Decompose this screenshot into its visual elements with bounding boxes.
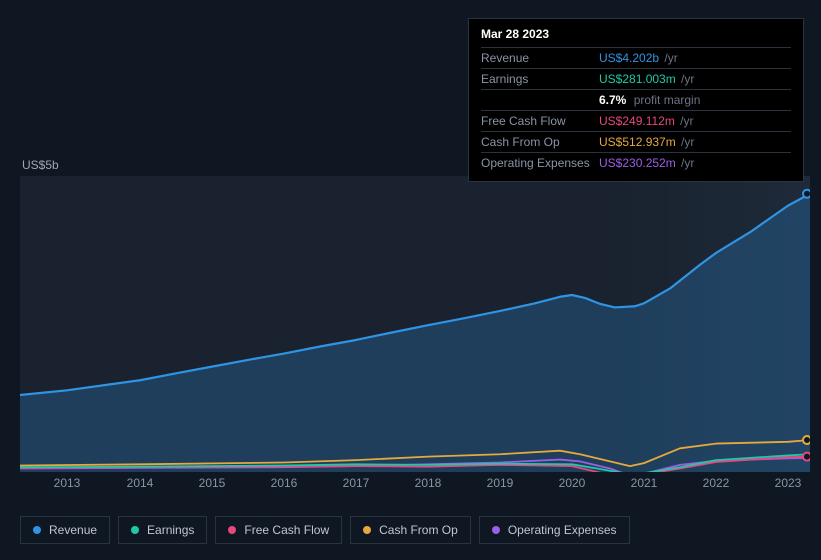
legend-item[interactable]: Earnings: [118, 516, 207, 544]
legend-dot-icon: [492, 526, 500, 534]
legend: Revenue Earnings Free Cash Flow Cash From O…: [20, 516, 630, 544]
series-end-marker: [803, 453, 810, 461]
legend-label: Earnings: [147, 523, 194, 537]
x-axis-tick: 2016: [271, 476, 298, 490]
x-axis-tick: 2014: [127, 476, 154, 490]
chart-tooltip: Mar 28 2023 RevenueUS$4.202b /yrEarnings…: [468, 18, 804, 182]
legend-item[interactable]: Operating Expenses: [479, 516, 630, 544]
x-axis-tick: 2013: [54, 476, 81, 490]
tooltip-row: EarningsUS$281.003m /yr: [481, 68, 791, 89]
tooltip-metric-label: Free Cash Flow: [481, 114, 599, 128]
legend-item[interactable]: Free Cash Flow: [215, 516, 342, 544]
x-axis-tick: 2020: [559, 476, 586, 490]
legend-dot-icon: [131, 526, 139, 534]
legend-label: Cash From Op: [379, 523, 458, 537]
legend-dot-icon: [33, 526, 41, 534]
x-axis-tick: 2015: [199, 476, 226, 490]
tooltip-metric-label: Earnings: [481, 72, 599, 86]
chart-plot-area[interactable]: [20, 176, 810, 472]
legend-dot-icon: [228, 526, 236, 534]
legend-label: Operating Expenses: [508, 523, 617, 537]
tooltip-metric-label: Cash From Op: [481, 135, 599, 149]
tooltip-metric-value: US$249.112m /yr: [599, 114, 694, 128]
tooltip-metric-value: US$512.937m /yr: [599, 135, 694, 149]
x-axis: 2013 2014 2015 2016 2017 2018 2019 2020 2021 2022…: [20, 476, 810, 496]
legend-item[interactable]: Revenue: [20, 516, 110, 544]
x-axis-tick: 2023: [775, 476, 802, 490]
tooltip-metric-value: US$4.202b /yr: [599, 51, 678, 65]
tooltip-row: RevenueUS$4.202b /yr: [481, 47, 791, 68]
x-axis-tick: 2017: [343, 476, 370, 490]
legend-item[interactable]: Cash From Op: [350, 516, 471, 544]
x-axis-tick: 2022: [703, 476, 730, 490]
profit-margin-pct: 6.7%: [599, 93, 626, 107]
x-axis-tick: 2018: [415, 476, 442, 490]
chart-svg: [20, 176, 810, 472]
tooltip-metric-label: Revenue: [481, 51, 599, 65]
legend-label: Revenue: [49, 523, 97, 537]
tooltip-metric-value: US$281.003m /yr: [599, 72, 694, 86]
tooltip-profit-margin: 6.7% profit margin: [481, 89, 791, 110]
tooltip-metric-value: US$230.252m /yr: [599, 156, 694, 170]
series-end-marker: [803, 190, 810, 198]
tooltip-date: Mar 28 2023: [481, 27, 791, 41]
x-axis-tick: 2021: [631, 476, 658, 490]
x-axis-tick: 2019: [487, 476, 514, 490]
y-axis-max-label: US$5b: [22, 158, 59, 172]
series-end-marker: [803, 436, 810, 444]
tooltip-row: Operating ExpensesUS$230.252m /yr: [481, 152, 791, 173]
legend-label: Free Cash Flow: [244, 523, 329, 537]
tooltip-metric-label: Operating Expenses: [481, 156, 599, 170]
profit-margin-label: profit margin: [634, 93, 701, 107]
tooltip-row: Free Cash FlowUS$249.112m /yr: [481, 110, 791, 131]
legend-dot-icon: [363, 526, 371, 534]
series-revenue-area: [20, 194, 810, 472]
tooltip-row: Cash From OpUS$512.937m /yr: [481, 131, 791, 152]
